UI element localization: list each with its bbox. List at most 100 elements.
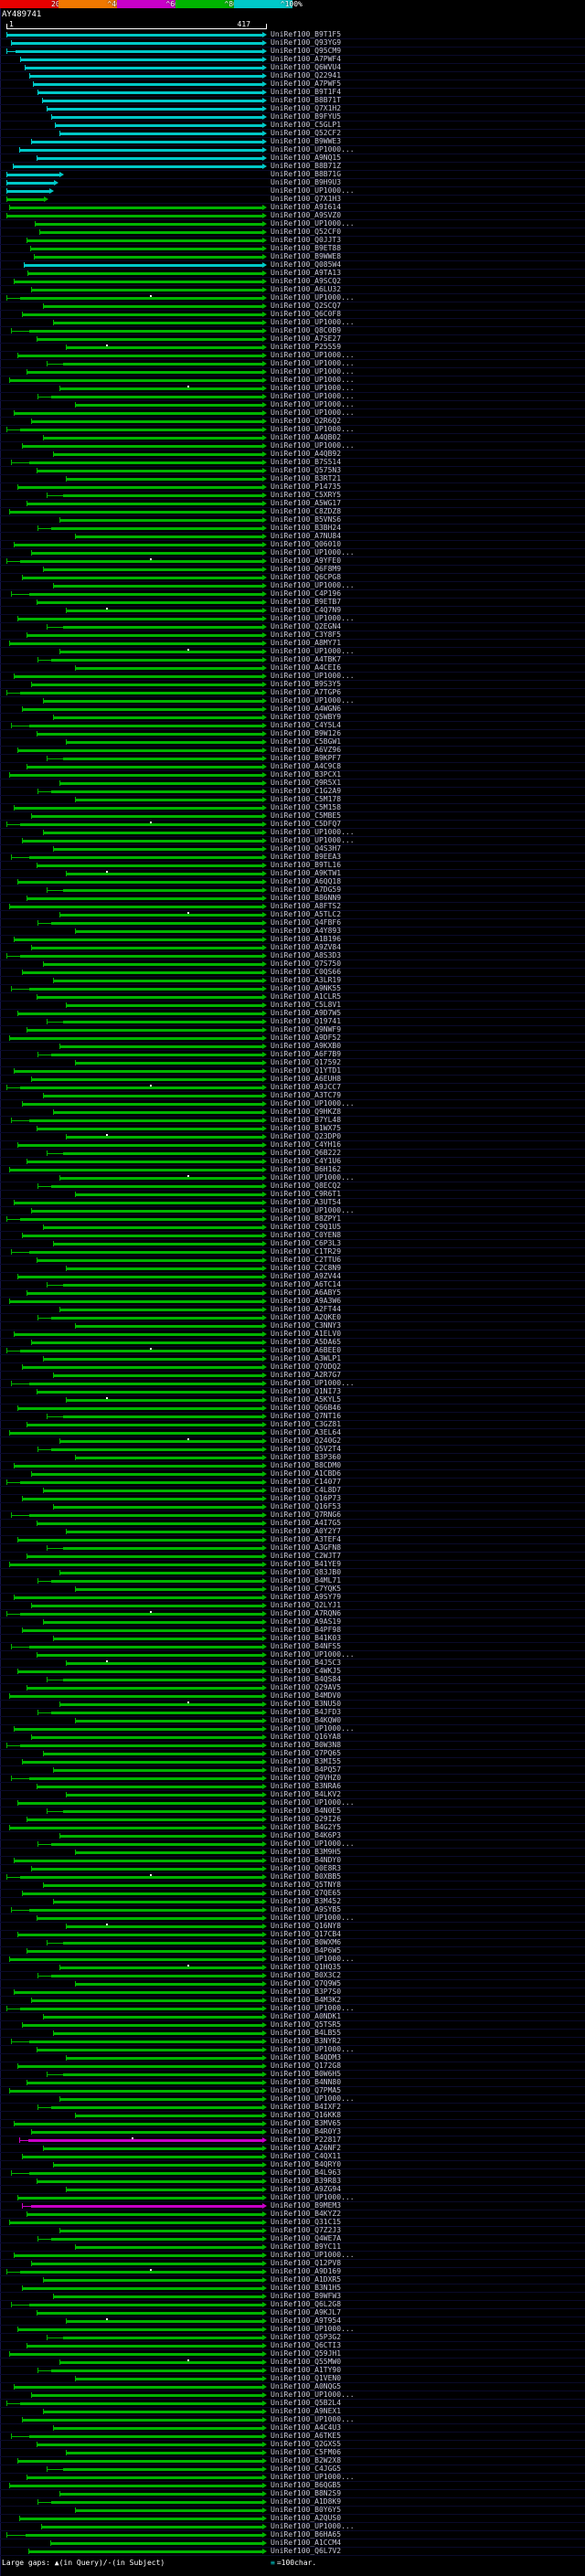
alignment-bar[interactable] [28,1251,262,1254]
alignment-bar[interactable] [51,2501,262,2504]
alignment-bar[interactable] [14,1202,262,1204]
hit-accession[interactable]: UniRef100_A9ZG94 [271,2185,342,2193]
alignment-bar[interactable] [26,1950,262,1953]
alignment-bar[interactable] [28,2304,262,2306]
alignment-bar[interactable] [42,832,262,834]
hit-accession[interactable]: UniRef100_A2R7G7 [271,1371,342,1379]
alignment-bar[interactable] [53,453,262,456]
alignment-bar[interactable] [36,1654,262,1657]
hit-accession[interactable]: UniRef100_C5XRY5 [271,491,342,499]
hit-accession[interactable]: UniRef100_B0W6H5 [271,2070,342,2078]
hit-accession[interactable]: UniRef100_A4I7G5 [271,1519,342,1527]
hit-accession[interactable]: UniRef100_UP1000... [271,2390,355,2399]
hit-accession[interactable]: UniRef100_A9A3W6 [271,1297,342,1305]
alignment-bar[interactable] [20,1350,262,1352]
hit-accession[interactable]: UniRef100_Q240G2 [271,1436,342,1445]
hit-accession[interactable]: UniRef100_A9ZV84 [271,943,342,951]
hit-accession[interactable]: UniRef100_C1TR29 [271,1247,342,1256]
hit-accession[interactable]: UniRef100_A9NK55 [271,984,342,992]
alignment-bar[interactable] [26,1424,262,1426]
alignment-bar[interactable] [14,1465,262,1468]
hit-accession[interactable]: UniRef100_B41YE9 [271,1560,342,1568]
alignment-bar[interactable] [28,2041,262,2043]
hit-accession[interactable]: UniRef100_B4J5C3 [271,1659,342,1667]
alignment-bar[interactable] [20,1087,262,1089]
hit-accession[interactable]: UniRef100_Q06010 [271,540,342,548]
hit-accession[interactable]: UniRef100_Q6B222 [271,1149,342,1157]
alignment-bar[interactable] [36,2443,262,2446]
alignment-bar[interactable] [42,1489,262,1492]
hit-accession[interactable]: UniRef100_A9SYB5 [271,1905,342,1913]
hit-accession[interactable]: UniRef100_Q7QE65 [271,1889,342,1897]
alignment-bar[interactable] [65,1925,262,1928]
hit-accession[interactable]: UniRef100_Q6WVU4 [271,63,342,71]
hit-accession[interactable]: UniRef100_Q5B2L4 [271,2399,342,2407]
alignment-bar[interactable] [28,461,262,464]
hit-accession[interactable]: UniRef100_P22817 [271,2136,342,2144]
hit-accession[interactable]: UniRef100_A1CCM4 [271,2539,342,2547]
alignment-bar[interactable] [53,2164,262,2167]
hit-accession[interactable]: UniRef100_P25559 [271,343,342,351]
alignment-bar[interactable] [59,651,262,653]
hit-accession[interactable]: UniRef100_C4Y5L4 [271,721,342,729]
hit-accession[interactable]: UniRef100_P14735 [271,482,342,491]
hit-accession[interactable]: UniRef100_A7TGP6 [271,688,342,696]
hit-accession[interactable]: UniRef100_B4LKV2 [271,1790,342,1798]
alignment-bar[interactable] [22,313,262,316]
hit-accession[interactable]: UniRef100_Q0E8R3 [271,1864,342,1872]
hit-accession[interactable]: UniRef100_Q2R6Q2 [271,417,342,425]
alignment-bar[interactable] [28,2172,262,2175]
hit-accession[interactable]: UniRef100_B4KQW0 [271,1716,342,1724]
hit-accession[interactable]: UniRef100_A9KJL7 [271,2308,342,2316]
alignment-bar[interactable] [26,2476,262,2479]
hit-accession[interactable]: UniRef100_UP1000... [271,2045,355,2053]
hit-accession[interactable]: UniRef100_B4PQ57 [271,1765,342,1774]
hit-accession[interactable]: UniRef100_A9SCQ2 [271,277,342,285]
hit-accession[interactable]: UniRef100_Q5P3G2 [271,2333,342,2341]
alignment-bar[interactable] [22,1498,262,1500]
alignment-bar[interactable] [62,1415,262,1418]
hit-accession[interactable]: UniRef100_Q29I26 [271,1815,342,1823]
alignment-bar[interactable] [36,338,262,341]
hit-accession[interactable]: UniRef100_Q59JH1 [271,2349,342,2358]
hit-accession[interactable]: UniRef100_UP1000... [271,293,355,302]
alignment-bar[interactable] [75,1851,262,1854]
alignment-bar[interactable] [38,231,262,234]
hit-accession[interactable]: UniRef100_Q5TSR5 [271,2020,342,2029]
alignment-bar[interactable] [65,2452,262,2454]
alignment-bar[interactable] [36,1391,262,1394]
alignment-bar[interactable] [17,355,262,357]
alignment-bar[interactable] [20,560,262,563]
hit-accession[interactable]: UniRef100_Q575N3 [271,466,342,474]
alignment-bar[interactable] [53,2295,262,2298]
alignment-bar[interactable] [26,1161,262,1163]
alignment-bar[interactable] [53,1506,262,1509]
alignment-bar[interactable] [27,2139,262,2142]
alignment-bar[interactable] [31,1210,262,1213]
hit-accession[interactable]: UniRef100_UP1000... [271,392,355,400]
alignment-bar[interactable] [26,1029,262,1032]
hit-accession[interactable]: UniRef100_C3Y8F5 [271,631,342,639]
hit-accession[interactable]: UniRef100_A1CBD6 [271,1469,342,1478]
hit-accession[interactable]: UniRef100_Q8C0B9 [271,326,342,334]
alignment-bar[interactable] [51,1185,262,1188]
hit-accession[interactable]: UniRef100_A5WG17 [271,499,342,507]
hit-accession[interactable]: UniRef100_B9WWE3 [271,137,342,145]
alignment-bar[interactable] [22,1366,262,1369]
hit-accession[interactable]: UniRef100_B4R0Y3 [271,2127,342,2136]
alignment-bar[interactable] [17,1539,262,1542]
hit-accession[interactable]: UniRef100_A1D8K9 [271,2497,342,2506]
alignment-bar[interactable] [75,1457,262,1459]
alignment-bar[interactable] [17,1670,262,1673]
hit-accession[interactable]: UniRef100_Q29AV5 [271,1683,342,1691]
hit-accession[interactable]: UniRef100_Q8ECQ2 [271,1182,342,1190]
hit-accession[interactable]: UniRef100_B9YC11 [271,2242,342,2251]
hit-accession[interactable]: UniRef100_C1G2A9 [271,787,342,795]
alignment-bar[interactable] [6,174,59,176]
alignment-bar[interactable] [62,626,262,629]
alignment-bar[interactable] [9,2353,262,2356]
alignment-bar[interactable] [36,1522,262,1525]
hit-accession[interactable]: UniRef100_B0W3N8 [271,1741,342,1749]
alignment-bar[interactable] [53,1111,262,1114]
alignment-bar[interactable] [14,807,262,810]
